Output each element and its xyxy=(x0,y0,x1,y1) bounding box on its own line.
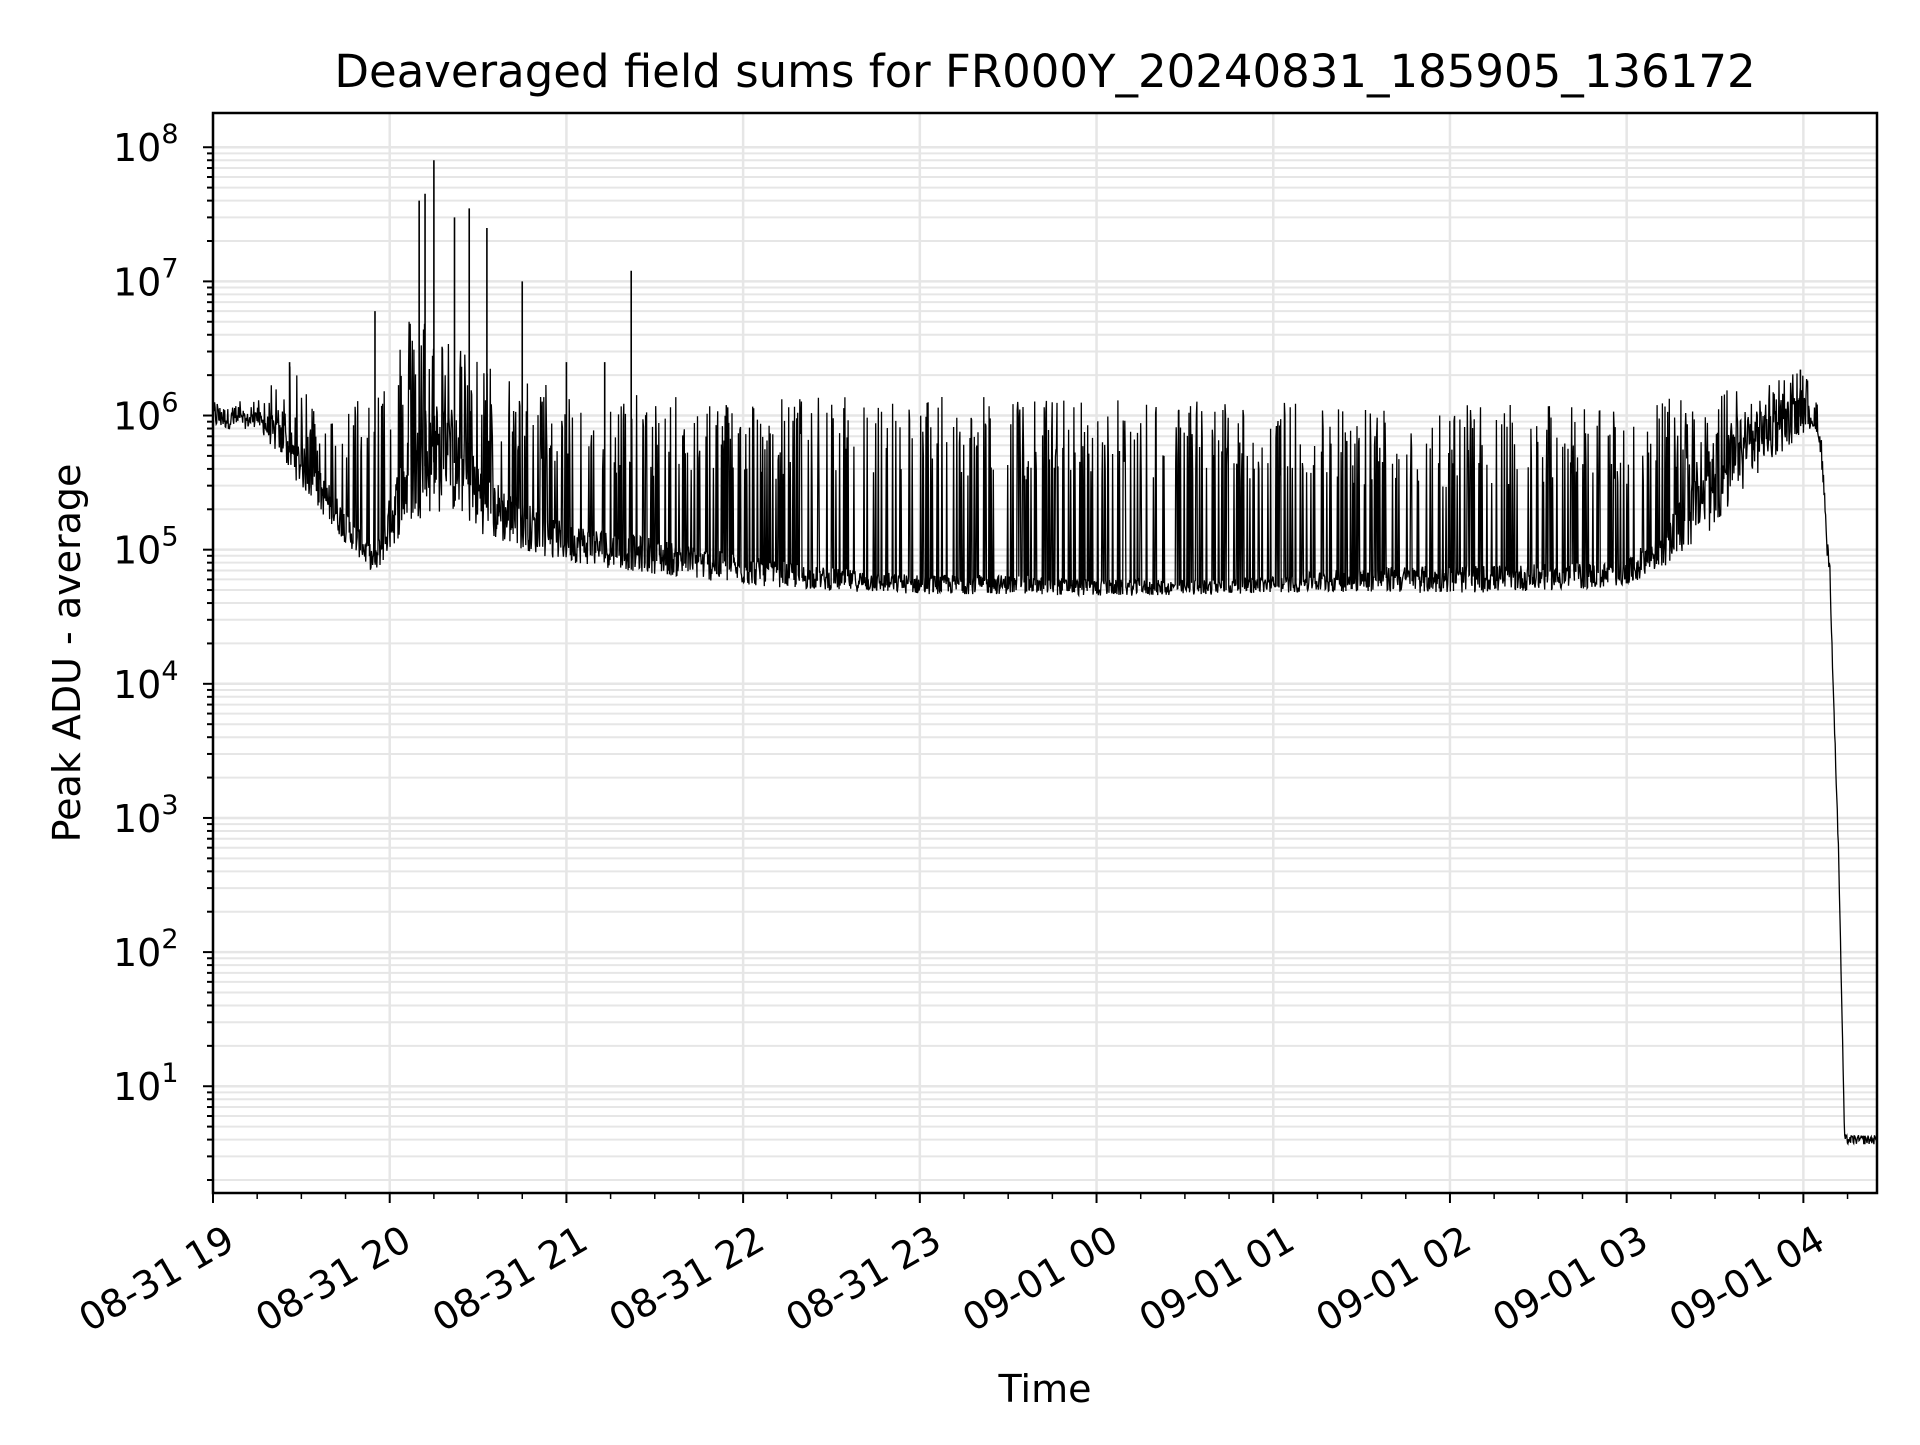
y-tick-label: 102 xyxy=(113,924,179,975)
y-tick-label: 107 xyxy=(113,253,179,304)
y-tick-label: 105 xyxy=(113,522,179,573)
y-tick-exponent: 5 xyxy=(161,522,178,553)
x-tick-label: 09-01 00 xyxy=(955,1217,1125,1341)
y-tick-exponent: 8 xyxy=(161,119,178,150)
x-tick-label: 08-31 20 xyxy=(248,1217,418,1341)
x-tick-label: 09-01 01 xyxy=(1132,1217,1302,1341)
x-axis-label: Time xyxy=(998,1367,1092,1411)
y-tick-label: 104 xyxy=(113,656,179,707)
y-tick-label: 101 xyxy=(113,1058,179,1109)
y-tick-label: 106 xyxy=(113,388,179,439)
y-tick-base: 10 xyxy=(113,260,161,304)
y-tick-base: 10 xyxy=(113,395,161,439)
x-tick-label: 08-31 21 xyxy=(425,1217,595,1341)
y-tick-label: 103 xyxy=(113,790,179,841)
y-tick-label: 108 xyxy=(113,119,179,170)
x-tick-label: 08-31 19 xyxy=(72,1217,242,1341)
y-tick-exponent: 7 xyxy=(161,253,178,284)
y-tick-base: 10 xyxy=(113,126,161,170)
chart-title: Deaveraged field sums for FR000Y_2024083… xyxy=(334,45,1755,98)
y-tick-base: 10 xyxy=(113,1065,161,1109)
series-line xyxy=(212,321,1878,1146)
x-tick-label: 09-01 04 xyxy=(1662,1217,1832,1341)
y-tick-exponent: 1 xyxy=(161,1058,178,1089)
y-tick-exponent: 6 xyxy=(161,388,178,419)
y-tick-base: 10 xyxy=(113,529,161,573)
y-tick-exponent: 2 xyxy=(161,924,178,955)
plot-area xyxy=(212,160,1878,1146)
plot-frame xyxy=(211,111,1879,1195)
x-tick-label: 08-31 22 xyxy=(602,1217,772,1341)
x-tick-label: 08-31 23 xyxy=(778,1217,948,1341)
y-tick-base: 10 xyxy=(113,931,161,975)
x-tick-label: 09-01 03 xyxy=(1485,1217,1655,1341)
y-tick-base: 10 xyxy=(113,663,161,707)
grid xyxy=(211,113,1877,1193)
y-axis-label: Peak ADU - average xyxy=(45,464,89,843)
y-tick-base: 10 xyxy=(113,797,161,841)
y-tick-exponent: 4 xyxy=(161,656,178,687)
x-tick-label: 09-01 02 xyxy=(1308,1217,1478,1341)
y-tick-exponent: 3 xyxy=(161,790,178,821)
